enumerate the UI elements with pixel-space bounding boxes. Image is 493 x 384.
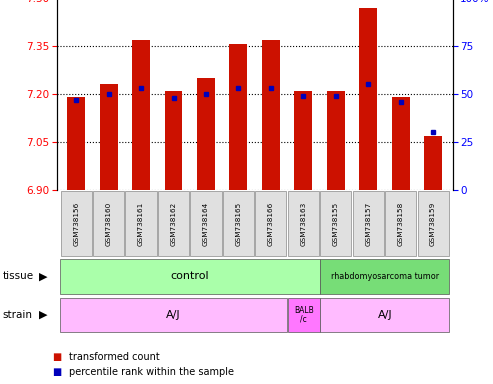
Text: BALB
/c: BALB /c — [294, 306, 314, 324]
FancyBboxPatch shape — [352, 191, 384, 256]
Text: A/J: A/J — [378, 310, 392, 320]
Bar — [197, 78, 215, 190]
FancyBboxPatch shape — [320, 191, 352, 256]
Text: GSM738162: GSM738162 — [171, 202, 176, 246]
Text: tissue: tissue — [2, 271, 34, 281]
Text: A/J: A/J — [166, 310, 181, 320]
FancyBboxPatch shape — [126, 191, 157, 256]
Bar — [359, 8, 377, 190]
Text: GSM738164: GSM738164 — [203, 202, 209, 246]
Text: ■: ■ — [52, 352, 61, 362]
Text: GSM738156: GSM738156 — [73, 202, 79, 246]
Text: ▶: ▶ — [39, 271, 48, 281]
FancyBboxPatch shape — [60, 298, 287, 332]
FancyBboxPatch shape — [320, 298, 449, 332]
Text: GSM738155: GSM738155 — [333, 202, 339, 246]
Bar — [262, 40, 280, 190]
Text: GSM738163: GSM738163 — [300, 202, 306, 246]
Bar — [294, 91, 312, 190]
Text: percentile rank within the sample: percentile rank within the sample — [69, 367, 234, 377]
FancyBboxPatch shape — [93, 191, 124, 256]
FancyBboxPatch shape — [288, 191, 319, 256]
Text: GSM738158: GSM738158 — [398, 202, 404, 246]
FancyBboxPatch shape — [61, 191, 92, 256]
Text: transformed count: transformed count — [69, 352, 160, 362]
FancyBboxPatch shape — [418, 191, 449, 256]
FancyBboxPatch shape — [255, 191, 286, 256]
Bar — [229, 45, 247, 190]
FancyBboxPatch shape — [288, 298, 319, 332]
Text: control: control — [171, 271, 209, 281]
Text: GSM738159: GSM738159 — [430, 202, 436, 246]
Bar — [100, 84, 117, 190]
Text: rhabdomyosarcoma tumor: rhabdomyosarcoma tumor — [331, 272, 439, 281]
Text: ■: ■ — [52, 367, 61, 377]
FancyBboxPatch shape — [60, 259, 319, 294]
Text: GSM738157: GSM738157 — [365, 202, 371, 246]
FancyBboxPatch shape — [158, 191, 189, 256]
Text: ▶: ▶ — [39, 310, 48, 320]
Text: strain: strain — [2, 310, 33, 320]
Bar — [327, 91, 345, 190]
Text: GSM738160: GSM738160 — [106, 202, 111, 246]
Bar — [132, 40, 150, 190]
FancyBboxPatch shape — [190, 191, 221, 256]
Text: GSM738166: GSM738166 — [268, 202, 274, 246]
Bar — [165, 91, 182, 190]
FancyBboxPatch shape — [320, 259, 449, 294]
Text: GSM738165: GSM738165 — [236, 202, 242, 246]
Bar — [424, 136, 442, 190]
Bar — [392, 97, 410, 190]
FancyBboxPatch shape — [385, 191, 416, 256]
Text: GSM738161: GSM738161 — [138, 202, 144, 246]
FancyBboxPatch shape — [223, 191, 254, 256]
Bar — [67, 97, 85, 190]
